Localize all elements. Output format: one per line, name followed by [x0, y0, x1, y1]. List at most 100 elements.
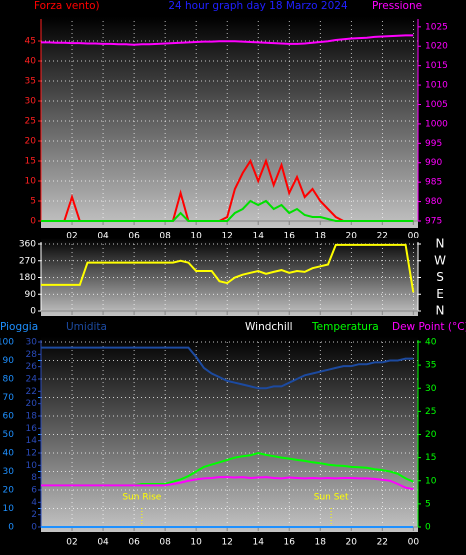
- x-tick-label: 20: [346, 232, 358, 242]
- y-tick-label: 20: [3, 486, 15, 496]
- y3-tick-label: 18: [26, 412, 38, 422]
- series-line: [41, 346, 414, 390]
- y3-tick-label: 26: [26, 362, 38, 372]
- x-tick-label: 14: [252, 538, 264, 548]
- legend-label: Windchill: [245, 321, 293, 333]
- y-tick-label: 90: [25, 290, 37, 300]
- y2-tick-label: 25: [425, 407, 436, 417]
- y-tick-label: 25: [25, 117, 36, 127]
- y2-tick-label: 975: [425, 217, 442, 227]
- y2-tick-label: E: [436, 287, 444, 301]
- y2-tick-label: 20: [425, 430, 437, 440]
- series-line: [41, 34, 414, 46]
- plot-background: [41, 238, 418, 316]
- legend-label: Pioggia: [0, 321, 38, 333]
- y-tick-label: 0: [30, 217, 36, 227]
- y2-tick-label: 1010: [425, 81, 448, 91]
- y3-tick-label: 2: [31, 510, 37, 520]
- y2-tick-label: 1025: [425, 22, 448, 32]
- x-tick-label: 20: [346, 538, 358, 548]
- y3-tick-label: 4: [31, 498, 37, 508]
- legend-label: Pressione: [372, 0, 422, 12]
- y-tick-label: 180: [19, 273, 36, 283]
- x-tick-label: 04: [97, 538, 109, 548]
- y-tick-label: 0: [30, 307, 36, 317]
- y2-tick-label: 5: [425, 499, 431, 509]
- y-tick-label: 40: [3, 449, 15, 459]
- y3-tick-label: 10: [26, 461, 38, 471]
- x-tick-label: 06: [128, 232, 140, 242]
- x-tick-label: 00: [408, 232, 420, 242]
- legend-label: Temperatura: [311, 321, 379, 333]
- x-tick-label: 22: [377, 232, 388, 242]
- y-tick-label: 50: [3, 430, 15, 440]
- x-tick-label: 08: [159, 232, 171, 242]
- y-tick-label: 60: [3, 412, 15, 422]
- x-tick-label: 02: [66, 232, 77, 242]
- x-tick-label: 02: [66, 538, 77, 548]
- y-tick-label: 40: [25, 57, 37, 67]
- x-tick-label: 06: [128, 538, 140, 548]
- annotation-label: Sun Set: [314, 493, 349, 503]
- y3-tick-label: 30: [26, 338, 38, 348]
- y3-tick-label: 14: [26, 436, 38, 446]
- y-tick-label: 0: [8, 523, 14, 533]
- legend-label: Umidita: [66, 321, 107, 333]
- y2-tick-label: 10: [425, 476, 437, 486]
- y-tick-label: 10: [25, 177, 37, 187]
- y-tick-label: 30: [3, 467, 15, 477]
- y2-tick-label: 15: [425, 453, 436, 463]
- y3-tick-label: 20: [26, 399, 38, 409]
- y2-tick-label: 1015: [425, 61, 448, 71]
- y2-tick-label: N: [436, 237, 445, 251]
- x-tick-label: 16: [284, 538, 296, 548]
- y-tick-label: 15: [25, 157, 36, 167]
- y2-tick-label: 0: [425, 523, 431, 533]
- y3-tick-label: 8: [31, 473, 37, 483]
- y-tick-label: 360: [19, 240, 36, 250]
- y2-tick-label: 990: [425, 158, 442, 168]
- x-tick-label: 18: [315, 232, 327, 242]
- y3-tick-label: 24: [26, 375, 38, 385]
- x-tick-label: 22: [377, 538, 388, 548]
- y2-tick-label: W: [434, 253, 446, 267]
- y-tick-label: 20: [25, 137, 37, 147]
- y3-tick-label: 16: [26, 424, 38, 434]
- y-tick-label: 100: [0, 338, 14, 348]
- series-line: [41, 199, 414, 222]
- y-tick-label: 5: [30, 197, 36, 207]
- y3-tick-label: 0: [31, 523, 37, 533]
- y2-tick-label: 1020: [425, 42, 448, 52]
- legend-label: Dew Point (°C): [392, 321, 466, 333]
- y-tick-label: 30: [25, 97, 37, 107]
- x-tick-label: 18: [315, 538, 327, 548]
- x-tick-label: 04: [97, 232, 109, 242]
- x-tick-label: 10: [190, 538, 202, 548]
- y2-tick-label: N: [436, 304, 445, 318]
- y-tick-label: 45: [25, 37, 36, 47]
- y2-tick-label: 40: [425, 338, 437, 348]
- y3-tick-label: 22: [26, 387, 37, 397]
- y2-tick-label: 35: [425, 361, 436, 371]
- x-tick-label: 00: [408, 538, 420, 548]
- y3-tick-label: 28: [26, 350, 38, 360]
- y-tick-label: 80: [3, 375, 15, 385]
- x-tick-label: 16: [284, 232, 296, 242]
- x-tick-label: 10: [190, 232, 202, 242]
- y2-tick-label: 985: [425, 178, 442, 188]
- y2-tick-label: 1000: [425, 119, 448, 129]
- series-line: [41, 476, 414, 491]
- plot-background: [41, 17, 418, 228]
- annotation-label: Sun Rise: [122, 493, 161, 503]
- x-tick-label: 14: [252, 232, 264, 242]
- y-tick-label: 90: [3, 356, 15, 366]
- y2-tick-label: 980: [425, 197, 442, 207]
- x-tick-label: 12: [221, 538, 232, 548]
- chart-title: 24 hour graph day 18 Marzo 2024: [168, 0, 348, 12]
- y2-tick-label: S: [436, 270, 444, 284]
- y3-tick-label: 12: [26, 449, 37, 459]
- y2-tick-label: 1005: [425, 100, 448, 110]
- y2-tick-label: 30: [425, 384, 437, 394]
- y-tick-label: 10: [3, 504, 15, 514]
